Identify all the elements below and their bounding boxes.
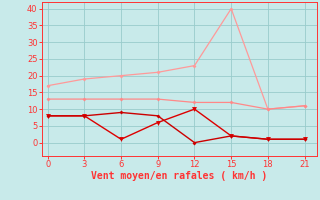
X-axis label: Vent moyen/en rafales ( km/h ): Vent moyen/en rafales ( km/h ) (91, 171, 267, 181)
